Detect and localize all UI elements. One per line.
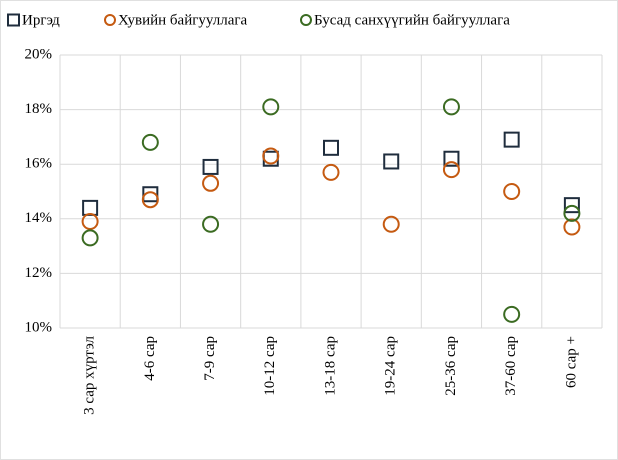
- point: [202, 158, 219, 175]
- point: [442, 161, 460, 179]
- point: [81, 213, 99, 231]
- x-tick-label: 7-9 сар: [202, 336, 218, 381]
- x-tick-label: 25-36 сар: [443, 336, 459, 396]
- point: [141, 191, 159, 209]
- y-tick-label: 14%: [25, 210, 53, 226]
- point: [563, 218, 581, 236]
- x-tick-label: 10-12 сар: [262, 336, 278, 396]
- x-tick-label: 4-6 сар: [142, 336, 158, 381]
- point: [141, 133, 159, 151]
- legend-marker: [104, 14, 116, 26]
- y-tick-label: 18%: [25, 101, 53, 117]
- point: [383, 153, 400, 170]
- point: [503, 305, 521, 323]
- point: [442, 98, 460, 116]
- point: [503, 131, 520, 148]
- point: [262, 98, 280, 116]
- y-tick-label: 16%: [25, 156, 53, 172]
- point: [202, 215, 220, 233]
- x-tick-label: 60 сар +: [563, 336, 579, 388]
- point: [443, 150, 460, 167]
- legend-marker: [300, 14, 312, 26]
- x-tick-label: 3 сар хүртэл: [82, 335, 98, 414]
- legend-label: Хувийн байгууллага: [118, 12, 248, 28]
- legend-label: Бусад санхүүгийн байгууллага: [314, 12, 510, 28]
- y-tick-label: 12%: [25, 265, 53, 281]
- x-tick-label: 37-60 сар: [503, 336, 519, 396]
- point: [563, 204, 581, 222]
- point: [142, 186, 159, 203]
- point: [503, 183, 521, 200]
- legend-marker: [7, 13, 20, 27]
- y-tick-label: 20%: [25, 46, 53, 62]
- y-tick-label: 10%: [25, 319, 53, 335]
- point: [81, 229, 99, 247]
- point: [202, 174, 220, 192]
- x-tick-label: 19-24 сар: [383, 336, 399, 396]
- point: [563, 197, 580, 214]
- x-tick-label: 13-18 сар: [322, 336, 338, 396]
- point: [322, 163, 340, 181]
- legend-label: Иргэд: [22, 12, 60, 28]
- point: [262, 147, 280, 165]
- point: [382, 215, 400, 233]
- point: [323, 139, 339, 156]
